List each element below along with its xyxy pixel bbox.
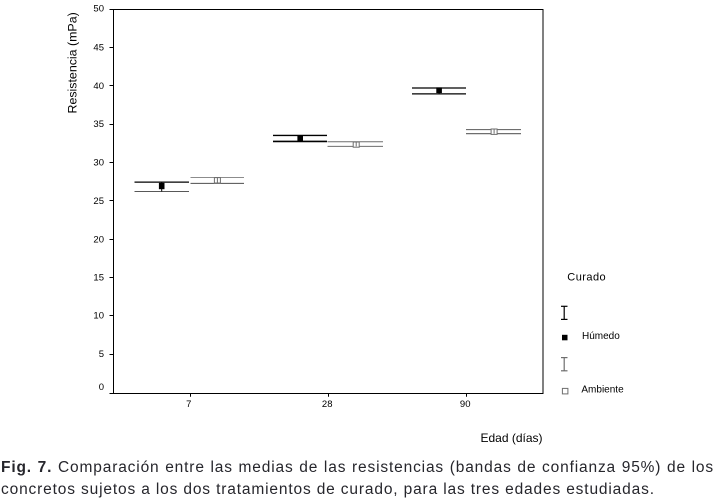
svg-text:35: 35	[93, 119, 104, 130]
svg-text:30: 30	[93, 158, 104, 169]
svg-text:15: 15	[93, 273, 104, 284]
svg-text:Ambiente: Ambiente	[581, 384, 624, 395]
svg-text:5: 5	[99, 349, 104, 360]
svg-text:50: 50	[93, 4, 104, 15]
svg-text:28: 28	[322, 399, 333, 410]
svg-text:7: 7	[186, 399, 191, 410]
svg-text:Húmedo: Húmedo	[582, 331, 620, 342]
svg-text:20: 20	[93, 234, 104, 245]
svg-text:40: 40	[93, 81, 104, 92]
svg-text:90: 90	[460, 399, 471, 410]
svg-text:Edad (días): Edad (días)	[481, 431, 543, 445]
svg-text:10: 10	[93, 310, 104, 321]
svg-text:Resistencia (mPa): Resistencia (mPa)	[66, 12, 80, 113]
svg-text:0: 0	[99, 382, 104, 393]
svg-text:25: 25	[93, 196, 104, 207]
svg-text:Curado: Curado	[567, 272, 606, 284]
svg-text:45: 45	[93, 42, 104, 53]
